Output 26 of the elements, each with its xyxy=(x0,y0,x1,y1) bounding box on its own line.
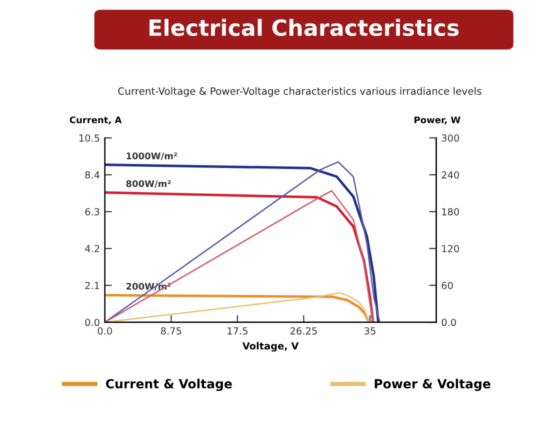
x-axis-title: Voltage, V xyxy=(242,342,299,352)
x-tick-label: 17.5 xyxy=(228,327,248,335)
y-tick-label: 6.3 xyxy=(85,208,100,216)
y-tick-label: 2.1 xyxy=(85,282,100,290)
y2-tick-label: 300 xyxy=(442,134,459,142)
annotation: 1000W/m² xyxy=(126,152,177,160)
y-axis-title: Current, A xyxy=(70,116,122,124)
y-tick-label: 0.0 xyxy=(85,318,100,326)
chart-title: Electrical Characteristics xyxy=(150,18,459,36)
x-tick-label: 26.25 xyxy=(290,327,317,335)
y-tick-label: 4.2 xyxy=(85,244,100,252)
y-tick-label: 8.4 xyxy=(85,171,100,179)
y2-tick-label: 240 xyxy=(442,171,459,179)
y2-axis-title: Power, W xyxy=(414,116,460,124)
x-tick-label: 35 xyxy=(364,327,376,335)
y2-tick-label: 60 xyxy=(442,282,453,290)
legend-label: Current & Voltage xyxy=(106,378,232,391)
y2-tick-label: 0.0 xyxy=(442,318,456,326)
annotation: 800W/m² xyxy=(126,180,171,188)
legend-label: Power & Voltage xyxy=(374,378,490,391)
y2-tick-label: 180 xyxy=(442,208,459,216)
chart-subtitle: Current-Voltage & Power-Voltage characteristics various irradiance levels xyxy=(118,87,482,97)
x-tick-label: 0.0 xyxy=(98,327,112,335)
y2-tick-label: 120 xyxy=(442,244,459,252)
x-tick-label: 8.75 xyxy=(161,327,182,335)
y-tick-label: 10.5 xyxy=(79,134,100,142)
